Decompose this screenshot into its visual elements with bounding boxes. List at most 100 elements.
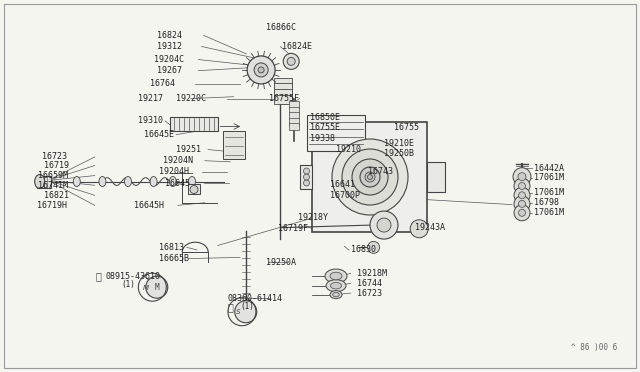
Text: 16719: 16719 — [44, 161, 68, 170]
Bar — [289, 107, 300, 114]
Text: 16755F: 16755F — [269, 94, 299, 103]
Circle shape — [514, 205, 530, 221]
Text: 16723: 16723 — [42, 153, 67, 161]
Circle shape — [518, 183, 525, 189]
Text: 19204C: 19204C — [154, 55, 184, 64]
Circle shape — [514, 178, 530, 194]
Text: 16723: 16723 — [357, 289, 382, 298]
Circle shape — [146, 276, 168, 298]
Text: 16741M: 16741M — [38, 181, 68, 190]
Circle shape — [342, 149, 398, 205]
Text: 19243A: 19243A — [415, 223, 445, 232]
Circle shape — [518, 192, 525, 199]
Text: 19220C: 19220C — [176, 94, 206, 103]
Text: 16755: 16755 — [394, 123, 419, 132]
Text: 16645: 16645 — [165, 179, 190, 187]
Ellipse shape — [330, 272, 342, 280]
Text: M: M — [154, 283, 159, 292]
Circle shape — [377, 218, 391, 232]
Text: 16743: 16743 — [368, 167, 393, 176]
Bar — [301, 165, 312, 189]
Circle shape — [303, 168, 310, 174]
Text: 19267: 19267 — [157, 66, 182, 75]
Text: (1): (1) — [240, 302, 254, 311]
Ellipse shape — [150, 177, 157, 186]
Text: 19251: 19251 — [176, 145, 201, 154]
Text: 16700P: 16700P — [330, 191, 360, 200]
Text: 19204H: 19204H — [159, 167, 189, 176]
Bar — [312, 122, 428, 232]
Text: 19310: 19310 — [138, 116, 163, 125]
Text: 19218M: 19218M — [357, 269, 387, 278]
Text: 16824: 16824 — [157, 31, 182, 40]
Circle shape — [514, 187, 530, 203]
Bar — [274, 83, 292, 92]
Circle shape — [352, 159, 388, 195]
Text: 16830: 16830 — [351, 246, 376, 254]
Bar — [274, 89, 292, 98]
Text: 08360-61414: 08360-61414 — [227, 294, 282, 303]
Text: Ⓜ: Ⓜ — [95, 271, 102, 281]
Text: ^ 86 )00 6: ^ 86 )00 6 — [572, 343, 618, 352]
Text: 16665B: 16665B — [159, 254, 189, 263]
Text: 16442A: 16442A — [534, 164, 564, 173]
Circle shape — [190, 186, 198, 193]
Ellipse shape — [326, 280, 346, 292]
Circle shape — [254, 63, 268, 77]
Text: 19250A: 19250A — [266, 258, 296, 267]
Ellipse shape — [125, 177, 131, 186]
Text: 16645H: 16645H — [134, 201, 164, 210]
Bar — [289, 118, 300, 125]
Circle shape — [513, 168, 531, 186]
Circle shape — [518, 201, 525, 207]
Ellipse shape — [170, 177, 176, 186]
Text: 16659M: 16659M — [38, 171, 68, 180]
Text: 19312: 19312 — [157, 42, 182, 51]
Ellipse shape — [35, 174, 45, 189]
Text: 19218Y: 19218Y — [298, 213, 328, 222]
Circle shape — [283, 53, 299, 70]
Text: 19204N: 19204N — [163, 156, 193, 165]
Circle shape — [370, 211, 398, 239]
Circle shape — [303, 180, 310, 186]
Text: 16719F: 16719F — [278, 224, 308, 233]
Text: 16821: 16821 — [44, 191, 68, 200]
Circle shape — [287, 57, 295, 65]
Bar — [289, 112, 300, 119]
Circle shape — [247, 56, 275, 84]
Text: 16850E: 16850E — [310, 113, 340, 122]
Bar — [188, 183, 200, 193]
Ellipse shape — [99, 177, 106, 186]
Text: Ⓢ: Ⓢ — [227, 302, 234, 312]
Text: 19217: 19217 — [138, 94, 163, 103]
Text: 16798: 16798 — [534, 198, 559, 207]
Text: S: S — [236, 309, 241, 315]
Text: 16744: 16744 — [357, 279, 382, 288]
Text: M: M — [143, 285, 149, 291]
Text: 17061M: 17061M — [534, 208, 564, 217]
Bar — [274, 94, 292, 103]
Text: 16764: 16764 — [150, 79, 175, 88]
Circle shape — [235, 301, 257, 323]
Text: 16641: 16641 — [330, 180, 355, 189]
Bar — [289, 101, 300, 108]
Text: 19210E: 19210E — [384, 139, 414, 148]
Circle shape — [258, 67, 264, 73]
Text: 19338: 19338 — [310, 134, 335, 143]
Circle shape — [332, 139, 408, 215]
Text: 16755E: 16755E — [310, 123, 340, 132]
Text: (1): (1) — [122, 280, 136, 289]
Circle shape — [360, 167, 380, 187]
Text: 19250B: 19250B — [384, 149, 414, 158]
Bar — [170, 117, 218, 131]
Ellipse shape — [325, 269, 347, 283]
Circle shape — [410, 220, 428, 238]
Bar — [289, 124, 300, 131]
Bar — [274, 78, 292, 87]
Text: 17061M: 17061M — [534, 188, 564, 197]
Circle shape — [518, 209, 525, 216]
Ellipse shape — [333, 292, 339, 297]
Text: 16824E: 16824E — [282, 42, 312, 51]
Text: 16866C: 16866C — [266, 23, 296, 32]
Text: 19210: 19210 — [336, 145, 361, 154]
